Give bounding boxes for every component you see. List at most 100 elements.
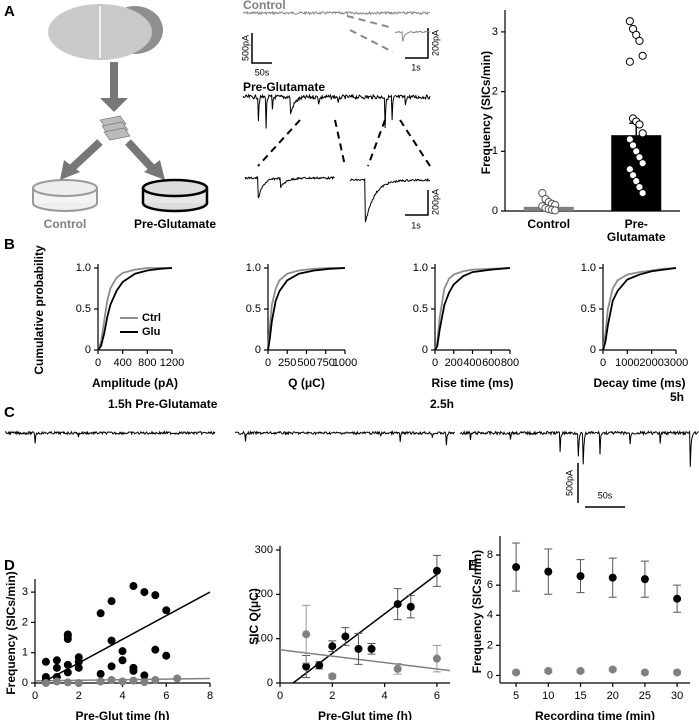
x-tick-label: 0 (265, 357, 271, 369)
panel-letter: A (4, 3, 15, 20)
x-axis-label: Pre-Glut time (h) (318, 709, 412, 720)
x-tick-label: 3000 (664, 357, 688, 369)
y-tick-label: 0.5 (413, 303, 428, 315)
data-point (96, 609, 105, 618)
x-tick-label: 30 (671, 690, 683, 702)
trace (459, 430, 699, 467)
category-label: Pre-Glutamate (607, 217, 666, 244)
data-point (432, 654, 441, 663)
y-tick-label: 2 (492, 86, 498, 98)
y-tick-label: 8 (487, 549, 493, 561)
x-axis-label: Recording time (min) (535, 709, 655, 720)
y-tick-label: 200 (255, 588, 273, 600)
legend-label: Ctrl (142, 312, 161, 324)
data-point (406, 602, 415, 611)
data-point (151, 591, 160, 600)
data-point (302, 630, 311, 639)
data-point (673, 668, 682, 677)
x-tick-label: 4 (119, 690, 125, 702)
data-point (328, 642, 337, 651)
x-tick-label: 800 (138, 357, 156, 369)
data-point (512, 668, 521, 677)
data-point (638, 188, 647, 198)
x-tick-label: 250 (278, 357, 296, 369)
data-point (341, 632, 350, 641)
data-point (151, 675, 160, 684)
data-point (635, 120, 644, 129)
scale-bars (251, 28, 625, 508)
x-axis-label: Q (μC) (288, 376, 325, 390)
x-axis-label: Amplitude (pA) (92, 376, 178, 390)
data-point (315, 661, 324, 670)
data-point (576, 572, 585, 581)
x-tick-label: 500 (297, 357, 315, 369)
y-tick-label: 300 (255, 544, 273, 556)
series-line (434, 267, 511, 351)
series-line (267, 267, 345, 351)
data-point (129, 663, 138, 672)
x-tick-label: 2 (76, 690, 82, 702)
data-point (107, 675, 116, 684)
y-axis-label: Frequency (SICs/min) (470, 550, 484, 673)
scale-label: 200pA (430, 30, 440, 56)
data-point (74, 679, 83, 687)
diagram-label: Pre-Glutamate (134, 217, 216, 231)
x-tick-label: 5 (513, 690, 519, 702)
x-tick-label: 750 (317, 357, 335, 369)
data-point (118, 656, 127, 665)
y-tick-label: 3 (492, 26, 498, 38)
trace-label: 5h (670, 390, 684, 404)
y-tick-label: 3 (22, 586, 28, 598)
x-tick-label: 20 (607, 690, 619, 702)
data-point (367, 644, 376, 653)
y-tick-label: 1 (22, 647, 28, 659)
x-tick-label: 2 (329, 690, 335, 702)
x-tick-label: 800 (501, 357, 519, 369)
data-point (328, 672, 337, 681)
data-point (432, 566, 441, 575)
scale-label: 500pA (564, 470, 574, 496)
data-point (576, 666, 585, 675)
data-point (173, 674, 182, 683)
data-point (625, 17, 634, 26)
data-point (63, 668, 72, 677)
data-point (129, 582, 138, 591)
data-point (544, 567, 553, 576)
zoom-lines (257, 15, 431, 167)
y-tick-label: 1.0 (246, 262, 261, 274)
data-point (162, 651, 171, 660)
trace (234, 430, 455, 446)
data-point (107, 662, 116, 671)
data-point (140, 678, 149, 687)
data-point (63, 678, 72, 687)
y-tick-label: 0 (255, 344, 261, 356)
panel-letter: D (4, 557, 15, 574)
trace-label: Pre-Glutamate (243, 80, 325, 94)
x-tick-label: 2000 (639, 357, 663, 369)
data-point (608, 573, 617, 582)
fit-line (279, 649, 451, 672)
y-tick-label: 1.0 (76, 262, 91, 274)
data-point (63, 660, 72, 669)
trace (244, 175, 335, 199)
category-label: Control (527, 217, 570, 231)
x-tick-label: 200 (445, 357, 463, 369)
y-tick-label: 0.5 (246, 303, 261, 315)
x-tick-label: 0 (600, 357, 606, 369)
trace (242, 93, 431, 129)
trace (4, 430, 216, 444)
diagram-label: Control (44, 217, 87, 231)
y-axis-label: Frequency (SICs/min) (479, 51, 493, 174)
data-point (74, 663, 83, 672)
data-point (640, 668, 649, 677)
y-tick-label: 6 (487, 579, 493, 591)
data-point (140, 671, 149, 680)
scale-label: 1s (411, 62, 421, 72)
trace (349, 177, 431, 223)
x-tick-label: 25 (639, 690, 651, 702)
y-tick-label: 0 (590, 344, 596, 356)
series-line (434, 267, 511, 351)
trace-label: 2.5h (430, 397, 454, 411)
